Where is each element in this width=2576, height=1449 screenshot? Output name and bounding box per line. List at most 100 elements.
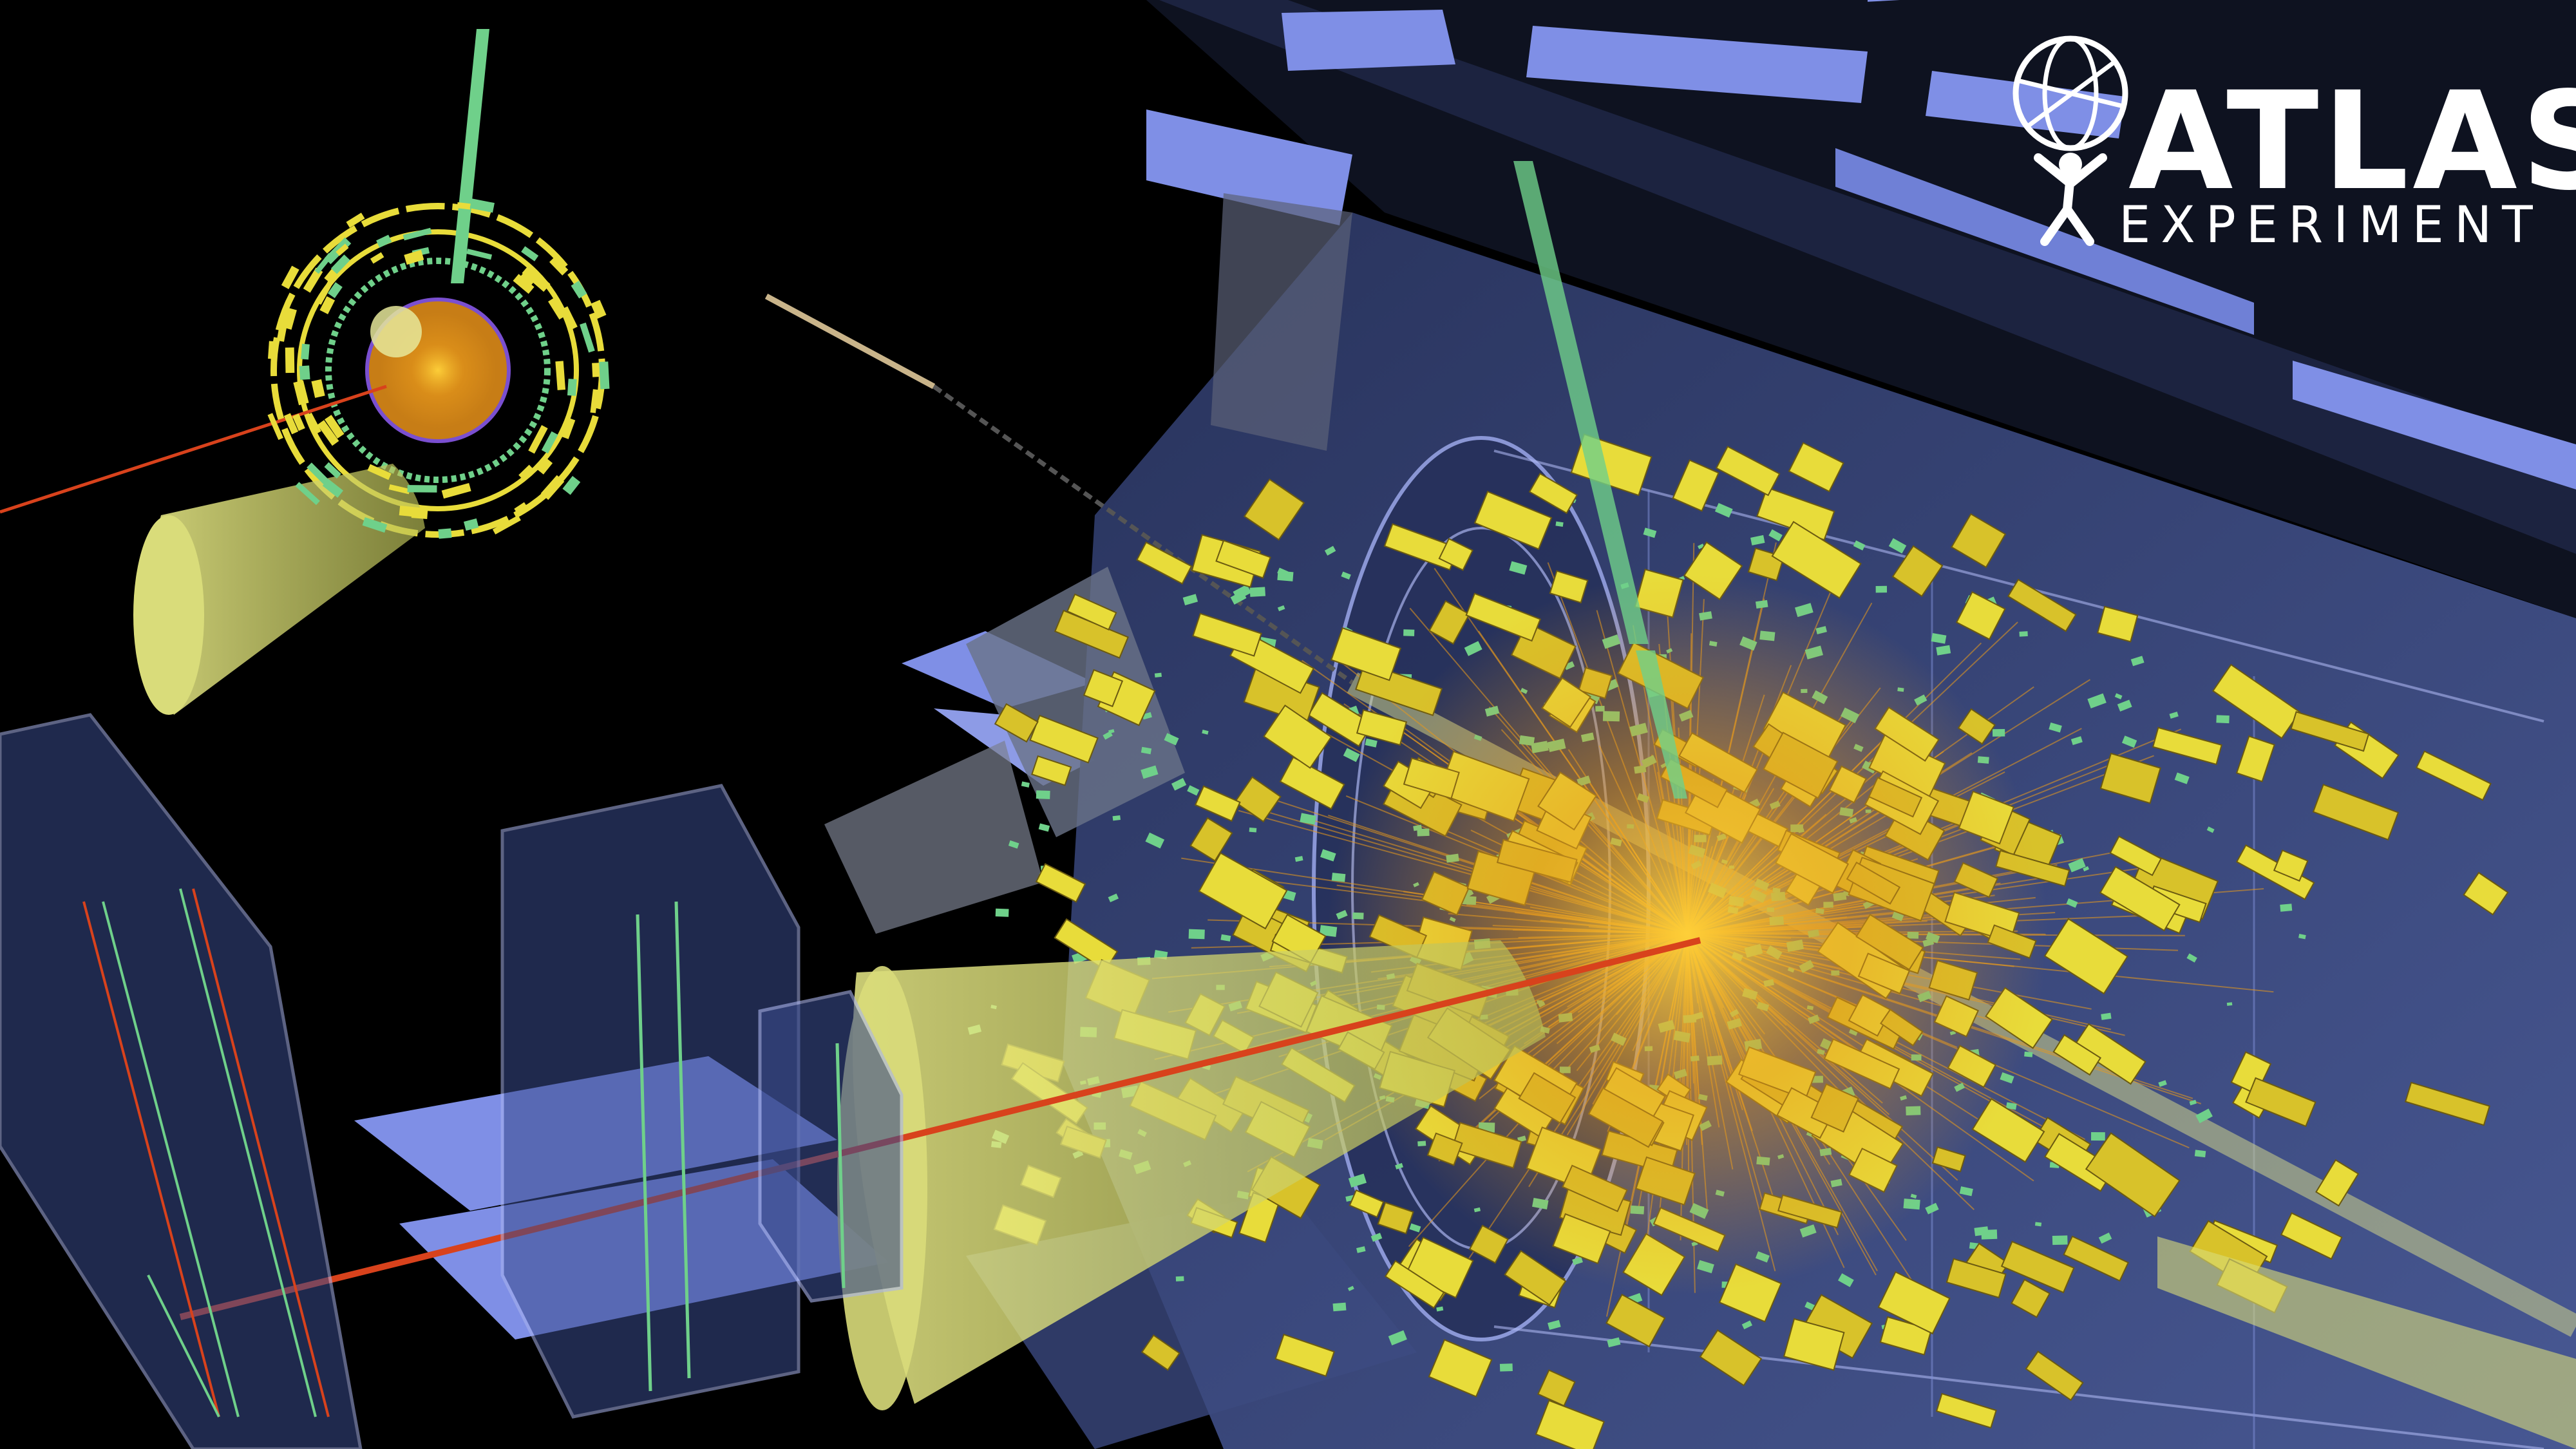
energy-cell (2052, 1034, 2102, 1076)
collision-vertex (1327, 573, 2048, 1294)
inset-cell (457, 202, 471, 210)
energy-cell (1788, 442, 1844, 493)
hit-marker (1008, 840, 1019, 849)
energy-cell (2315, 1159, 2360, 1207)
inset-cell (370, 252, 384, 264)
inset-cell (541, 431, 558, 454)
hit-marker (1370, 1233, 1383, 1242)
hit-marker (1388, 1330, 1407, 1346)
hit-marker (2101, 1012, 2112, 1020)
energy-cell (1377, 1202, 1414, 1235)
hit-marker (2195, 1108, 2213, 1124)
hit-marker (1202, 730, 1209, 735)
hit-marker (1714, 502, 1733, 518)
hit-marker (1233, 584, 1251, 600)
hit-marker (1768, 529, 1783, 542)
inset-cell (513, 274, 535, 294)
inset-cell (376, 234, 392, 248)
energy-cell (2290, 711, 2370, 752)
inset-cell (311, 379, 325, 398)
electron-track (1513, 161, 1687, 799)
hit-marker (2216, 715, 2230, 724)
hit-marker (1853, 540, 1866, 551)
energy-cell (2463, 871, 2509, 916)
inset-cell (469, 198, 495, 213)
hit-marker (1154, 672, 1162, 678)
inset-cell (388, 484, 410, 495)
hit-marker (1436, 1306, 1444, 1312)
energy-cell (1535, 1399, 1605, 1449)
energy-cell (1279, 756, 1345, 810)
energy-cell (2007, 578, 2077, 632)
hit-marker (1837, 1273, 1854, 1287)
energy-cell (1528, 473, 1578, 515)
hit-marker (1320, 849, 1336, 862)
hit-marker (1141, 746, 1152, 755)
hit-marker (2052, 1235, 2068, 1245)
hit-marker (2280, 904, 2293, 912)
hit-marker (1509, 561, 1528, 575)
energy-cell (2025, 1350, 2084, 1401)
inset-cell (580, 322, 595, 353)
energy-cell (2072, 1023, 2146, 1085)
energy-cell (1083, 668, 1124, 708)
inset-cell (283, 413, 299, 435)
hit-marker (1750, 535, 1765, 545)
hit-marker (1341, 571, 1351, 580)
energy-cell (1438, 538, 1473, 571)
inset-cell (336, 243, 349, 256)
energy-cell (1192, 612, 1262, 657)
hit-marker (2194, 1150, 2206, 1158)
energy-cell (2211, 663, 2301, 739)
hit-marker (1403, 629, 1415, 636)
hit-marker (1643, 527, 1657, 538)
hit-marker (1182, 594, 1198, 605)
hit-marker (2066, 898, 2078, 908)
hit-marker (2117, 699, 2132, 712)
inset-cell (285, 347, 295, 374)
inset-cell (590, 389, 599, 413)
inset-cell (367, 464, 392, 480)
inset-cell (492, 515, 521, 535)
energy-cell (1473, 491, 1553, 550)
hit-marker (2121, 735, 2137, 748)
hit-marker (1141, 765, 1159, 779)
hit-marker (2034, 1222, 2042, 1227)
hit-marker (1300, 813, 1316, 825)
hit-marker (1356, 1246, 1366, 1253)
energy-cell (2312, 784, 2400, 841)
inset-cell (402, 227, 432, 241)
hit-marker (1409, 1223, 1421, 1233)
hit-marker (1277, 571, 1294, 582)
energy-cell (1384, 1260, 1445, 1309)
energy-cell (1891, 545, 1944, 598)
hit-marker (2158, 1080, 2167, 1087)
hit-marker (2005, 1102, 2017, 1110)
hit-marker (1103, 731, 1113, 740)
inset-cell (317, 420, 339, 446)
energy-cell (2096, 605, 2139, 643)
inset-cell (301, 343, 310, 360)
hit-marker (1499, 1363, 1513, 1372)
hit-marker (2083, 866, 2090, 872)
inset-cell (466, 249, 493, 260)
inset-cell (522, 265, 551, 292)
inset-cell (293, 380, 309, 406)
energy-cell (2152, 726, 2222, 766)
jet-cone-forward (2157, 1236, 2576, 1449)
inset-cell (555, 361, 566, 390)
energy-cell (1605, 1293, 1666, 1348)
energy-cell (1955, 591, 2006, 640)
energy-cell (1349, 1189, 1385, 1218)
inset-cell (282, 307, 297, 330)
hit-marker (2169, 712, 2179, 719)
inset-cell (324, 415, 345, 439)
inset-cell (438, 528, 452, 539)
energy-cell (1428, 600, 1471, 645)
energy-cell (1136, 541, 1193, 585)
hit-marker (1038, 823, 1050, 832)
inset-cell (330, 254, 350, 274)
hit-marker (1145, 832, 1165, 849)
energy-cell (1274, 1333, 1335, 1378)
inset-cell (518, 464, 535, 480)
